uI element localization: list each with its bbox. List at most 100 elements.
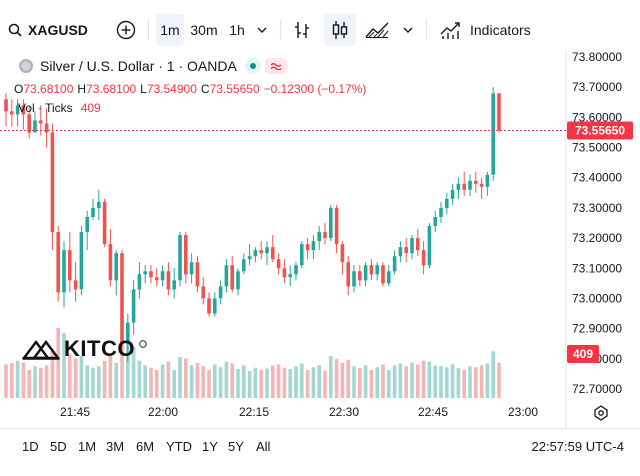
compare-wave-badge[interactable] bbox=[264, 58, 287, 74]
volume-bar bbox=[445, 367, 449, 398]
volume-bar bbox=[288, 369, 292, 398]
candle bbox=[468, 174, 472, 196]
bar-chart-icon bbox=[295, 22, 309, 38]
interval-1h-label: 1h bbox=[229, 22, 245, 38]
volume-bar bbox=[305, 370, 310, 398]
auto-scale-settings-icon[interactable] bbox=[594, 405, 608, 421]
volume-bar bbox=[143, 365, 147, 398]
range-1m[interactable]: 1M bbox=[78, 439, 97, 454]
volume-bar bbox=[137, 360, 142, 398]
last-price-label: 73.55650 bbox=[567, 121, 633, 140]
range-5d[interactable]: 5D bbox=[50, 439, 67, 454]
volume-bar bbox=[114, 363, 118, 398]
volume-bar bbox=[21, 362, 26, 398]
candle bbox=[479, 177, 484, 199]
candle bbox=[62, 241, 66, 308]
range-5y[interactable]: 5Y bbox=[228, 439, 244, 454]
candle bbox=[15, 99, 20, 127]
candle bbox=[421, 241, 426, 275]
volume-bar bbox=[265, 368, 269, 398]
candles-style-button[interactable] bbox=[324, 14, 356, 46]
range-ytd[interactable]: YTD bbox=[166, 439, 192, 454]
timezone-clock[interactable]: 22:57:59 UTC-4 bbox=[531, 439, 625, 454]
volume-bar bbox=[102, 360, 107, 398]
candle bbox=[143, 265, 147, 284]
candle bbox=[33, 111, 37, 133]
time-scale[interactable]: 21:45 22:00 22:15 22:30 22:45 23:00 bbox=[60, 405, 538, 419]
volume-bar bbox=[433, 365, 437, 398]
interval-1h[interactable]: 1h bbox=[224, 14, 250, 46]
candle bbox=[433, 210, 437, 233]
open-label: O bbox=[14, 82, 24, 96]
price-tick-label: 73.80000 bbox=[572, 50, 622, 64]
candle bbox=[131, 280, 136, 335]
range-1y[interactable]: 1Y bbox=[202, 439, 218, 454]
volume-bar bbox=[242, 365, 246, 398]
toolbar-divider bbox=[148, 20, 149, 40]
compare-symbol-button[interactable] bbox=[112, 14, 140, 46]
candle bbox=[242, 253, 246, 275]
indicators-label: Indicators bbox=[470, 22, 531, 38]
time-tick-label: 23:00 bbox=[508, 405, 538, 419]
candle bbox=[10, 99, 14, 127]
range-6m[interactable]: 6M bbox=[136, 439, 155, 454]
bar-style-button[interactable] bbox=[288, 14, 316, 46]
price-scale[interactable]: 73.80000 73.70000 73.60000 73.50000 73.40000… bbox=[572, 50, 622, 396]
price-tick-label: 73.70000 bbox=[572, 80, 622, 94]
volume-bar bbox=[398, 363, 403, 398]
volume-bar bbox=[79, 356, 84, 398]
volume-bar bbox=[421, 360, 426, 398]
candle bbox=[50, 123, 55, 251]
volume-bar bbox=[44, 365, 49, 398]
candle bbox=[294, 262, 298, 281]
volume-bar bbox=[108, 356, 113, 398]
candle bbox=[21, 99, 26, 130]
candle bbox=[126, 313, 130, 362]
volume-bar bbox=[456, 368, 461, 398]
candle bbox=[282, 259, 287, 284]
range-1d[interactable]: 1D bbox=[22, 439, 39, 454]
chevron-down-icon bbox=[257, 27, 267, 33]
chart-type-dropdown[interactable] bbox=[398, 14, 418, 46]
kitco-wordmark: KITCO bbox=[64, 336, 135, 361]
volume-bar bbox=[247, 370, 252, 398]
volume-bar bbox=[485, 363, 490, 398]
candle bbox=[317, 226, 321, 251]
range-3m[interactable]: 3M bbox=[106, 439, 125, 454]
volume-bar bbox=[120, 342, 124, 398]
symbol-search[interactable]: XAGUSD bbox=[8, 14, 88, 46]
ohlc-values: O 73.68100 H 73.68100 L 73.54900 C 73.55… bbox=[14, 80, 366, 98]
chart-area[interactable]: 73.80000 73.70000 73.60000 73.50000 73.40000… bbox=[0, 0, 640, 428]
candle bbox=[189, 253, 194, 284]
kitco-emblem-icon bbox=[22, 340, 60, 360]
indicators-button[interactable]: Indicators bbox=[436, 14, 535, 46]
candle bbox=[236, 268, 240, 296]
volume-bar bbox=[126, 335, 130, 398]
candle bbox=[178, 232, 182, 287]
price-tick-label: 73.60000 bbox=[572, 110, 622, 124]
candle bbox=[85, 210, 89, 251]
interval-30m[interactable]: 30m bbox=[188, 14, 220, 46]
volume-bar bbox=[294, 366, 298, 398]
volume-bar bbox=[311, 367, 316, 398]
time-tick-label: 22:15 bbox=[239, 405, 269, 419]
bottom-toolbar: 1D 5D 1M 3M 6M YTD 1Y 5Y All 22:57:59 UT… bbox=[0, 428, 640, 465]
candles bbox=[4, 87, 501, 362]
candle bbox=[253, 247, 258, 263]
area-style-button[interactable] bbox=[362, 14, 392, 46]
time-tick-label: 22:45 bbox=[418, 405, 448, 419]
range-all[interactable]: All bbox=[256, 439, 271, 454]
interval-1m[interactable]: 1m bbox=[156, 14, 184, 46]
volume-bar bbox=[166, 361, 171, 398]
volume-bar bbox=[329, 356, 333, 398]
volume-bar bbox=[91, 367, 95, 398]
volume-bar bbox=[195, 363, 200, 398]
volume-bar bbox=[375, 367, 379, 398]
interval-dropdown[interactable] bbox=[252, 14, 272, 46]
interval-30m-label: 30m bbox=[190, 22, 218, 38]
volume-bar bbox=[450, 364, 455, 398]
volume-bar bbox=[474, 367, 478, 398]
volume-bar bbox=[271, 365, 275, 398]
candle bbox=[137, 262, 142, 299]
candle bbox=[213, 292, 217, 317]
